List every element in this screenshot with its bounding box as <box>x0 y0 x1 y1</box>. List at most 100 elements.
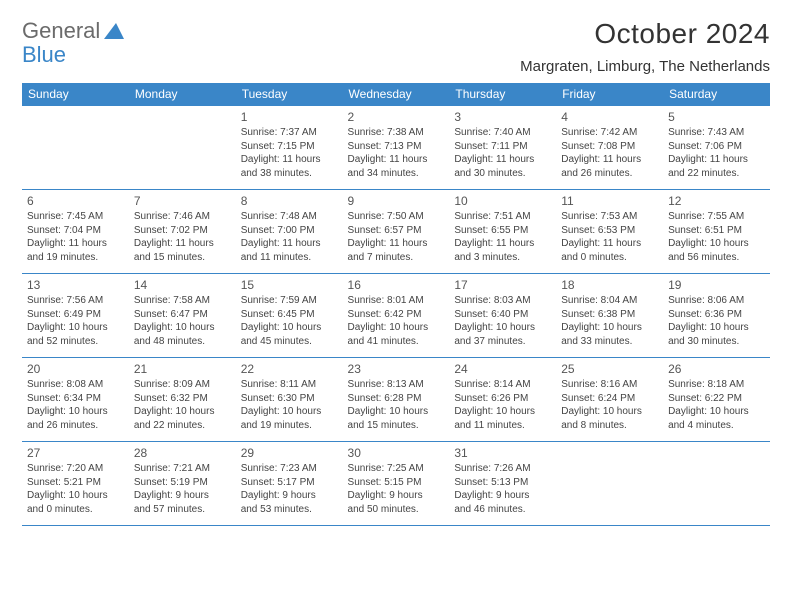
sunrise-text: Sunrise: 8:04 AM <box>561 294 658 308</box>
calendar-cell: 7Sunrise: 7:46 AMSunset: 7:02 PMDaylight… <box>129 190 236 274</box>
sunrise-text: Sunrise: 7:56 AM <box>27 294 124 308</box>
calendar-cell: 6Sunrise: 7:45 AMSunset: 7:04 PMDaylight… <box>22 190 129 274</box>
calendar-cell: 11Sunrise: 7:53 AMSunset: 6:53 PMDayligh… <box>556 190 663 274</box>
logo-text-2: Blue <box>22 42 66 68</box>
daylight-text: Daylight: 10 hours <box>668 321 765 335</box>
daylight-text: and 8 minutes. <box>561 419 658 433</box>
sunrise-text: Sunrise: 7:59 AM <box>241 294 338 308</box>
calendar-cell: 23Sunrise: 8:13 AMSunset: 6:28 PMDayligh… <box>343 358 450 442</box>
daylight-text: and 30 minutes. <box>454 167 551 181</box>
calendar-row: 1Sunrise: 7:37 AMSunset: 7:15 PMDaylight… <box>22 106 770 190</box>
logo-triangle-icon <box>104 23 124 39</box>
daylight-text: Daylight: 11 hours <box>668 153 765 167</box>
calendar-cell: 12Sunrise: 7:55 AMSunset: 6:51 PMDayligh… <box>663 190 770 274</box>
day-number: 30 <box>348 445 445 461</box>
sunset-text: Sunset: 6:22 PM <box>668 392 765 406</box>
sunrise-text: Sunrise: 7:53 AM <box>561 210 658 224</box>
day-number: 23 <box>348 361 445 377</box>
sunrise-text: Sunrise: 7:51 AM <box>454 210 551 224</box>
daylight-text: Daylight: 11 hours <box>561 153 658 167</box>
daylight-text: and 52 minutes. <box>27 335 124 349</box>
sunrise-text: Sunrise: 7:37 AM <box>241 126 338 140</box>
sunrise-text: Sunrise: 8:08 AM <box>27 378 124 392</box>
sunset-text: Sunset: 6:42 PM <box>348 308 445 322</box>
day-number: 8 <box>241 193 338 209</box>
sunset-text: Sunset: 7:02 PM <box>134 224 231 238</box>
daylight-text: and 26 minutes. <box>561 167 658 181</box>
calendar-cell: 28Sunrise: 7:21 AMSunset: 5:19 PMDayligh… <box>129 442 236 526</box>
sunset-text: Sunset: 6:24 PM <box>561 392 658 406</box>
daylight-text: Daylight: 11 hours <box>348 153 445 167</box>
weekday-header: Thursday <box>449 83 556 106</box>
daylight-text: and 26 minutes. <box>27 419 124 433</box>
sunset-text: Sunset: 5:13 PM <box>454 476 551 490</box>
daylight-text: Daylight: 9 hours <box>348 489 445 503</box>
daylight-text: and 46 minutes. <box>454 503 551 517</box>
sunset-text: Sunset: 5:19 PM <box>134 476 231 490</box>
calendar-cell: 19Sunrise: 8:06 AMSunset: 6:36 PMDayligh… <box>663 274 770 358</box>
day-number: 14 <box>134 277 231 293</box>
daylight-text: and 33 minutes. <box>561 335 658 349</box>
calendar-cell <box>556 442 663 526</box>
sunrise-text: Sunrise: 7:46 AM <box>134 210 231 224</box>
calendar-row: 20Sunrise: 8:08 AMSunset: 6:34 PMDayligh… <box>22 358 770 442</box>
daylight-text: and 4 minutes. <box>668 419 765 433</box>
day-number: 16 <box>348 277 445 293</box>
calendar-cell: 16Sunrise: 8:01 AMSunset: 6:42 PMDayligh… <box>343 274 450 358</box>
day-number: 2 <box>348 109 445 125</box>
sunset-text: Sunset: 6:34 PM <box>27 392 124 406</box>
daylight-text: Daylight: 9 hours <box>454 489 551 503</box>
sunrise-text: Sunrise: 7:21 AM <box>134 462 231 476</box>
daylight-text: Daylight: 10 hours <box>241 321 338 335</box>
calendar-cell: 14Sunrise: 7:58 AMSunset: 6:47 PMDayligh… <box>129 274 236 358</box>
sunrise-text: Sunrise: 8:11 AM <box>241 378 338 392</box>
sunrise-text: Sunrise: 8:06 AM <box>668 294 765 308</box>
calendar-cell: 31Sunrise: 7:26 AMSunset: 5:13 PMDayligh… <box>449 442 556 526</box>
daylight-text: and 56 minutes. <box>668 251 765 265</box>
daylight-text: Daylight: 11 hours <box>561 237 658 251</box>
sunset-text: Sunset: 6:57 PM <box>348 224 445 238</box>
calendar-cell: 29Sunrise: 7:23 AMSunset: 5:17 PMDayligh… <box>236 442 343 526</box>
daylight-text: and 45 minutes. <box>241 335 338 349</box>
sunrise-text: Sunrise: 7:45 AM <box>27 210 124 224</box>
sunset-text: Sunset: 6:51 PM <box>668 224 765 238</box>
daylight-text: Daylight: 10 hours <box>134 321 231 335</box>
weekday-header: Wednesday <box>343 83 450 106</box>
weekday-header: Sunday <box>22 83 129 106</box>
sunset-text: Sunset: 6:30 PM <box>241 392 338 406</box>
calendar-cell: 21Sunrise: 8:09 AMSunset: 6:32 PMDayligh… <box>129 358 236 442</box>
title-block: October 2024 Margraten, Limburg, The Net… <box>520 18 770 75</box>
daylight-text: Daylight: 10 hours <box>561 405 658 419</box>
sunrise-text: Sunrise: 7:55 AM <box>668 210 765 224</box>
daylight-text: Daylight: 10 hours <box>27 489 124 503</box>
day-number: 1 <box>241 109 338 125</box>
daylight-text: Daylight: 11 hours <box>348 237 445 251</box>
calendar-table: Sunday Monday Tuesday Wednesday Thursday… <box>22 83 770 526</box>
calendar-cell: 24Sunrise: 8:14 AMSunset: 6:26 PMDayligh… <box>449 358 556 442</box>
logo-text-1: General <box>22 18 100 44</box>
daylight-text: and 38 minutes. <box>241 167 338 181</box>
weekday-header: Friday <box>556 83 663 106</box>
sunset-text: Sunset: 6:40 PM <box>454 308 551 322</box>
daylight-text: and 15 minutes. <box>348 419 445 433</box>
day-number: 31 <box>454 445 551 461</box>
day-number: 6 <box>27 193 124 209</box>
sunset-text: Sunset: 6:28 PM <box>348 392 445 406</box>
sunset-text: Sunset: 6:36 PM <box>668 308 765 322</box>
day-number: 27 <box>27 445 124 461</box>
calendar-row: 13Sunrise: 7:56 AMSunset: 6:49 PMDayligh… <box>22 274 770 358</box>
daylight-text: and 53 minutes. <box>241 503 338 517</box>
calendar-cell: 30Sunrise: 7:25 AMSunset: 5:15 PMDayligh… <box>343 442 450 526</box>
day-number: 13 <box>27 277 124 293</box>
daylight-text: Daylight: 10 hours <box>27 321 124 335</box>
daylight-text: Daylight: 11 hours <box>454 237 551 251</box>
sunrise-text: Sunrise: 8:18 AM <box>668 378 765 392</box>
daylight-text: and 34 minutes. <box>348 167 445 181</box>
calendar-cell <box>22 106 129 190</box>
sunrise-text: Sunrise: 7:25 AM <box>348 462 445 476</box>
daylight-text: and 30 minutes. <box>668 335 765 349</box>
day-number: 25 <box>561 361 658 377</box>
calendar-cell: 8Sunrise: 7:48 AMSunset: 7:00 PMDaylight… <box>236 190 343 274</box>
sunrise-text: Sunrise: 7:48 AM <box>241 210 338 224</box>
daylight-text: Daylight: 11 hours <box>134 237 231 251</box>
